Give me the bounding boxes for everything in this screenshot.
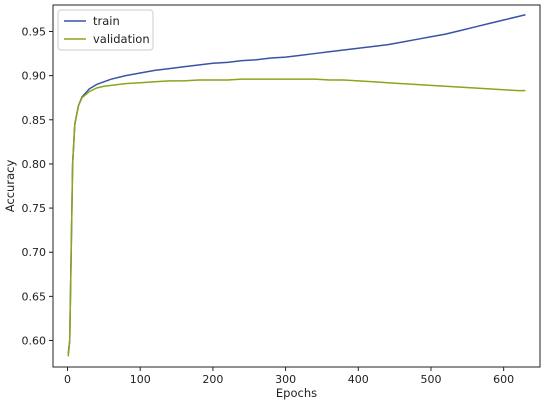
y-tick-label: 0.65 <box>22 290 47 303</box>
x-tick-label: 600 <box>493 373 514 386</box>
y-tick-label: 0.90 <box>22 70 47 83</box>
y-tick-label: 0.70 <box>22 246 47 259</box>
y-tick-label: 0.60 <box>22 335 47 348</box>
y-tick-label: 0.75 <box>22 202 47 215</box>
series-line-train <box>67 13 526 354</box>
x-tick-label: 100 <box>130 373 151 386</box>
legend-box <box>57 9 154 51</box>
x-tick-label: 200 <box>202 373 223 386</box>
y-axis: 0.60 0.65 0.70 0.75 0.80 0.85 0.90 0.95 <box>22 25 53 348</box>
x-tick-label: 300 <box>275 373 296 386</box>
legend-label-train: train <box>93 14 120 28</box>
legend-label-validation: validation <box>93 32 150 46</box>
series-line-validation <box>67 78 526 357</box>
y-tick-label: 0.80 <box>22 158 47 171</box>
legend: train validation <box>57 9 154 51</box>
y-axis-label: Accuracy <box>3 160 17 213</box>
x-axis-label: Epochs <box>276 386 317 400</box>
y-tick-label: 0.95 <box>22 25 47 38</box>
x-tick-label: 500 <box>420 373 441 386</box>
x-tick-label: 400 <box>348 373 369 386</box>
series-layer <box>67 13 526 357</box>
y-tick-label: 0.85 <box>22 114 47 127</box>
x-axis: 0 100 200 300 400 500 600 <box>64 367 514 386</box>
plot-area <box>52 4 541 368</box>
plot-frame <box>52 4 541 368</box>
x-tick-label: 0 <box>64 373 71 386</box>
